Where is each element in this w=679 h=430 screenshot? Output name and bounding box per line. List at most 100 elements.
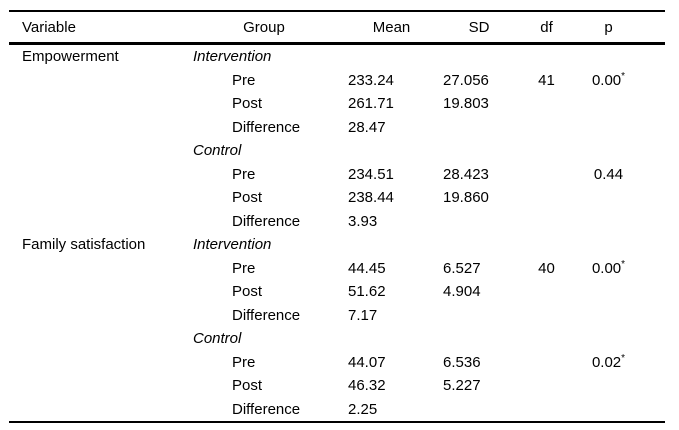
column-header-variable: Variable <box>9 11 184 45</box>
column-header-p: p <box>574 11 665 45</box>
cell-group: Post <box>232 283 263 301</box>
cell-mean: 44.07 <box>348 353 386 371</box>
table-row: Post 238.44 19.860 <box>9 186 665 210</box>
column-header-df: df <box>519 11 574 45</box>
cell-p: 0.00* <box>574 257 665 281</box>
cell-variable <box>9 280 184 304</box>
p-value: 0.02 <box>591 353 622 371</box>
cell-variable <box>9 116 184 140</box>
cell-p <box>574 139 665 163</box>
cell-df <box>519 233 574 257</box>
cell-group: Difference <box>232 118 301 136</box>
cell-sd <box>439 327 519 351</box>
cell-mean <box>344 44 439 69</box>
statistics-table: Variable Group Mean SD df p Empowerment … <box>9 10 665 423</box>
cell-sd <box>439 398 519 423</box>
p-value: 0.00 <box>591 259 622 277</box>
table-row: Difference 3.93 <box>9 210 665 234</box>
cell-group: Pre <box>232 71 256 89</box>
table-row: Post 261.71 19.803 <box>9 92 665 116</box>
cell-sd: 5.227 <box>443 377 481 395</box>
cell-sd <box>439 116 519 140</box>
cell-group: Difference <box>232 212 301 230</box>
cell-variable <box>9 351 184 375</box>
cell-variable <box>9 304 184 328</box>
cell-df <box>519 398 574 423</box>
cell-df <box>519 186 574 210</box>
cell-group: Intervention <box>193 48 272 66</box>
cell-p <box>574 280 665 304</box>
significance-asterisk: * <box>621 70 626 82</box>
cell-mean: 28.47 <box>348 118 386 136</box>
cell-p: 0.00* <box>574 69 665 93</box>
cell-variable <box>9 186 184 210</box>
cell-mean: 2.25 <box>348 400 378 418</box>
cell-p <box>574 304 665 328</box>
cell-sd: 19.860 <box>443 189 489 207</box>
cell-group: Post <box>232 377 263 395</box>
cell-mean: 3.93 <box>348 212 378 230</box>
table-row: Pre 44.45 6.527 40 0.00* <box>9 257 665 281</box>
cell-mean: 233.24 <box>348 71 394 89</box>
cell-sd: 6.536 <box>443 353 481 371</box>
cell-mean: 46.32 <box>348 377 386 395</box>
cell-mean <box>344 139 439 163</box>
cell-p <box>574 116 665 140</box>
cell-df <box>519 304 574 328</box>
cell-mean: 261.71 <box>348 95 394 113</box>
table-row: Empowerment Intervention <box>9 44 665 69</box>
cell-df: 40 <box>538 259 555 277</box>
p-value: 0.00 <box>591 71 622 89</box>
cell-group: Pre <box>232 259 256 277</box>
cell-mean: 7.17 <box>348 306 378 324</box>
cell-p <box>574 186 665 210</box>
cell-mean <box>344 233 439 257</box>
cell-p <box>574 44 665 69</box>
cell-df <box>519 92 574 116</box>
cell-sd: 28.423 <box>443 165 489 183</box>
cell-group: Pre <box>232 165 256 183</box>
column-header-sd: SD <box>439 11 519 45</box>
cell-df <box>519 210 574 234</box>
significance-asterisk: * <box>621 352 626 364</box>
table-row: Difference 28.47 <box>9 116 665 140</box>
cell-group: Control <box>193 330 242 348</box>
table-row: Difference 7.17 <box>9 304 665 328</box>
cell-variable <box>9 327 184 351</box>
cell-df <box>519 116 574 140</box>
cell-p: 0.44 <box>574 163 665 187</box>
column-header-group: Group <box>184 11 344 45</box>
table-row: Control <box>9 327 665 351</box>
cell-group: Difference <box>232 306 301 324</box>
cell-variable <box>9 92 184 116</box>
cell-p <box>574 327 665 351</box>
cell-df: 41 <box>538 71 555 89</box>
cell-df <box>519 280 574 304</box>
cell-mean: 51.62 <box>348 283 386 301</box>
cell-variable <box>9 398 184 423</box>
cell-sd: 4.904 <box>443 283 481 301</box>
cell-p <box>574 398 665 423</box>
table-row: Pre 233.24 27.056 41 0.00* <box>9 69 665 93</box>
cell-sd: 19.803 <box>443 95 489 113</box>
cell-sd: 6.527 <box>443 259 481 277</box>
cell-variable: Family satisfaction <box>22 236 146 254</box>
cell-df <box>519 44 574 69</box>
cell-p <box>574 374 665 398</box>
header-row: Variable Group Mean SD df p <box>9 11 665 45</box>
p-value: 0.44 <box>593 165 624 183</box>
cell-variable <box>9 163 184 187</box>
table-row: Difference 2.25 <box>9 398 665 423</box>
cell-df <box>519 351 574 375</box>
cell-p: 0.02* <box>574 351 665 375</box>
cell-sd <box>439 233 519 257</box>
cell-sd: 27.056 <box>443 71 489 89</box>
cell-sd <box>439 44 519 69</box>
cell-p <box>574 233 665 257</box>
table-row: Family satisfaction Intervention <box>9 233 665 257</box>
table-row: Pre 44.07 6.536 0.02* <box>9 351 665 375</box>
table-row: Post 51.62 4.904 <box>9 280 665 304</box>
cell-variable <box>9 139 184 163</box>
cell-group: Intervention <box>193 236 272 254</box>
